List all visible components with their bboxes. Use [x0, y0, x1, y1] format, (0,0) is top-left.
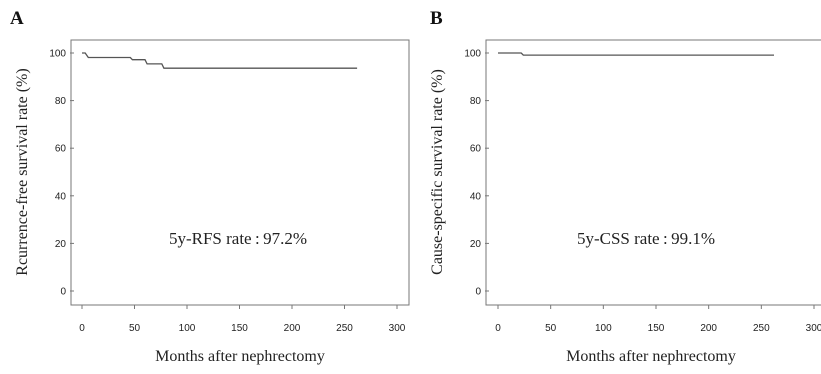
panel-b-plot-frame — [485, 39, 821, 306]
panel-a-x-tick-label: 300 — [389, 323, 406, 334]
panel-a-y-tick-label: 0 — [60, 287, 66, 298]
panel-a-survival-curve — [82, 52, 358, 69]
panel-b-y-tick-label: 20 — [470, 239, 482, 250]
panel-a-x-tick-label: 200 — [284, 323, 301, 334]
panel-a-y-tick-label: 80 — [55, 96, 67, 107]
panel-a-annotation: 5y-RFS rate : 97.2% — [169, 229, 307, 248]
panel-a-y-tick-label: 100 — [49, 49, 66, 60]
panel-b-y-tick-label: 60 — [470, 144, 482, 155]
panel-b-x-tick-label: 300 — [806, 323, 821, 334]
panel-a-x-axis-title: Months after nephrectomy — [155, 348, 325, 365]
panel-a-x-tick-label: 150 — [231, 323, 248, 334]
panel-b-letter: B — [430, 8, 443, 29]
panel-b-y-tick-label: 40 — [470, 191, 482, 202]
panel-b-x-tick-label: 100 — [595, 323, 612, 334]
panel-a-y-tick-label: 40 — [55, 191, 67, 202]
panel-a-y-tick-label: 60 — [55, 144, 67, 155]
panel-a-letter: A — [10, 8, 24, 29]
panel-b-y-ticks: 0 20 40 60 80 100 — [464, 49, 489, 298]
panel-b-y-axis-title: Cause-specific survival rate (%) — [429, 69, 446, 275]
panel-b-x-axis-title: Months after nephrectomy — [566, 348, 736, 365]
panel-a-y-ticks: 0 20 40 60 80 100 — [49, 49, 74, 298]
panel-a-x-tick-label: 250 — [336, 323, 353, 334]
panel-b-y-tick-label: 100 — [464, 49, 481, 60]
panel-b-survival-curve — [498, 52, 774, 56]
panel-b-x-tick-label: 150 — [648, 323, 665, 334]
panel-b-x-tick-label: 200 — [700, 323, 717, 334]
panel-b-annotation: 5y-CSS rate : 99.1% — [577, 229, 715, 248]
panel-b-x-tick-label: 250 — [753, 323, 770, 334]
panel-a-y-tick-label: 20 — [55, 239, 67, 250]
panel-a-x-ticks: 0 50 100 150 200 250 300 — [79, 305, 406, 334]
panel-b-x-tick-label: 50 — [545, 323, 557, 334]
panel-b-x-ticks: 0 50 100 150 200 250 300 — [495, 305, 821, 334]
panel-a: A 0 20 40 60 80 100 0 50 100 150 200 250 300 5y-RFS… — [10, 8, 410, 365]
panel-b: B 0 20 40 60 80 100 0 50 100 150 200 250 300 5y-CSS… — [429, 8, 821, 365]
panel-a-y-axis-title: Rcurrence-free survival rate (%) — [14, 68, 31, 275]
panel-b-x-tick-label: 0 — [495, 323, 501, 334]
panel-a-x-tick-label: 100 — [179, 323, 196, 334]
panel-a-x-tick-label: 50 — [129, 323, 141, 334]
panel-a-plot-frame — [70, 39, 410, 306]
panel-b-y-tick-label: 80 — [470, 96, 482, 107]
panel-b-y-tick-label: 0 — [475, 287, 481, 298]
panel-a-x-tick-label: 0 — [79, 323, 85, 334]
